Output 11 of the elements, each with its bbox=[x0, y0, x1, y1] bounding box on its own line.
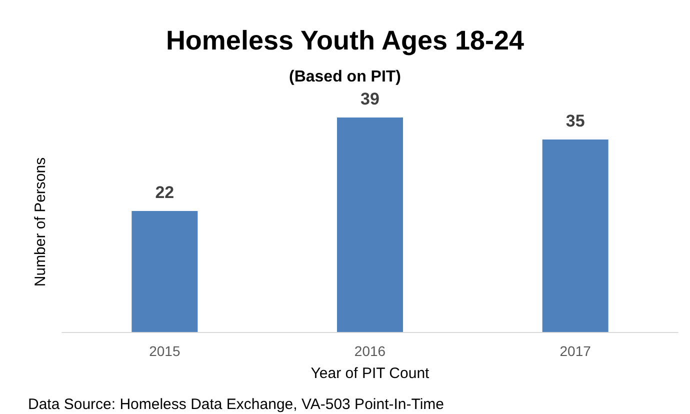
chart-subtitle: (Based on PIT) bbox=[288, 68, 402, 86]
chart-title: Homeless Youth Ages 18-24 bbox=[166, 26, 524, 56]
x-tick-label: 2017 bbox=[560, 343, 592, 359]
data-label: 35 bbox=[566, 112, 585, 130]
data-label: 22 bbox=[155, 183, 174, 202]
x-axis-title: Year of PIT Count bbox=[310, 365, 430, 382]
data-label: 39 bbox=[360, 90, 380, 108]
y-axis-title: Number of Persons bbox=[32, 157, 49, 287]
x-tick-label: 2015 bbox=[149, 343, 180, 359]
source-note: Data Source: Homeless Data Exchange, VA-503 Point-In-Time bbox=[28, 396, 444, 413]
x-tick-label: 2016 bbox=[354, 343, 386, 359]
